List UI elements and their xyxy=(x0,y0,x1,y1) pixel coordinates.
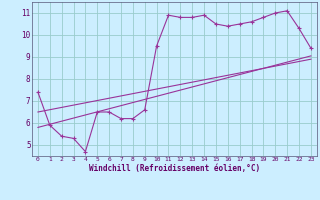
X-axis label: Windchill (Refroidissement éolien,°C): Windchill (Refroidissement éolien,°C) xyxy=(89,164,260,173)
